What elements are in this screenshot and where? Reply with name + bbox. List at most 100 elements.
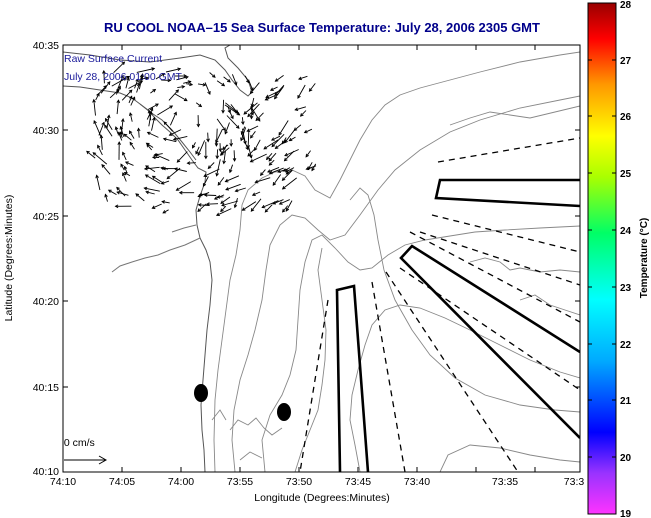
current-vector-head <box>213 196 218 200</box>
x-tick-label: 73:40 <box>404 476 430 488</box>
current-vector-head <box>95 174 99 179</box>
current-vector <box>250 82 260 94</box>
current-vector-head <box>129 95 133 100</box>
current-vector <box>234 197 238 208</box>
surface-current-vectors <box>86 61 317 216</box>
current-vector <box>199 193 207 196</box>
current-vector <box>124 172 131 177</box>
current-vector-head <box>177 67 182 72</box>
current-vector <box>242 201 257 211</box>
overlay-current-label: Raw Surface Current <box>64 53 162 65</box>
current-vector <box>282 205 289 213</box>
current-vector-head <box>220 200 224 204</box>
current-vector <box>304 128 313 134</box>
current-vector-head <box>207 165 212 170</box>
current-vector <box>282 177 297 190</box>
current-vector <box>272 199 284 205</box>
current-vector-head <box>101 163 105 168</box>
current-vector-head <box>103 85 108 89</box>
current-vector-head <box>249 90 254 95</box>
current-vector-head <box>285 207 290 212</box>
current-vector <box>271 135 281 141</box>
scale-arrow <box>64 455 108 465</box>
current-vector-head <box>297 94 301 99</box>
current-vector-head <box>234 188 239 193</box>
current-vector-head <box>249 154 253 159</box>
current-vector <box>176 76 189 81</box>
current-vector <box>222 99 225 113</box>
current-vector <box>250 131 256 139</box>
overlay-current-time: July 28, 2006 01:00 GMT <box>64 71 182 83</box>
current-vector <box>247 148 256 157</box>
current-vector <box>93 120 102 138</box>
current-vector-head <box>235 125 240 129</box>
current-vector <box>241 126 246 135</box>
current-vector-head <box>243 111 248 115</box>
current-vector <box>145 191 155 195</box>
current-vector-head <box>106 81 111 85</box>
current-vector-head <box>254 179 259 184</box>
current-vector <box>186 83 193 86</box>
current-vector-head <box>267 169 271 173</box>
y-tick-label: 40:15 <box>33 382 59 394</box>
current-vector <box>120 118 124 137</box>
x-tick-label: 74:00 <box>168 476 194 488</box>
current-vector <box>101 164 111 175</box>
current-vector-head <box>274 95 278 100</box>
current-vector <box>195 146 200 154</box>
current-vector-head <box>236 111 241 116</box>
current-vector <box>295 106 307 111</box>
y-tick-label: 40:20 <box>33 296 59 308</box>
current-vector-head <box>189 82 194 87</box>
current-vector <box>306 165 317 170</box>
x-tick-label: 73:35 <box>492 476 518 488</box>
current-vector <box>121 89 133 101</box>
current-vector <box>267 166 280 173</box>
colorbar <box>587 2 617 515</box>
current-vector-head <box>205 202 210 206</box>
current-vector-head <box>227 109 232 114</box>
colorbar-tick-label: 20 <box>620 453 632 464</box>
current-vector <box>173 135 188 141</box>
current-vector-head <box>228 169 233 174</box>
current-vector <box>146 142 154 148</box>
current-vector-head <box>195 150 199 155</box>
current-vector <box>92 152 108 165</box>
current-vector-head <box>215 212 220 216</box>
current-vector-head <box>160 166 165 171</box>
current-vector-head <box>192 144 196 149</box>
current-vector-head <box>229 142 233 147</box>
current-vector <box>283 167 291 172</box>
colorbar-title: Temperature (°C) <box>639 218 650 299</box>
current-vector <box>96 85 107 96</box>
current-vector-head <box>227 78 231 83</box>
current-vector-head <box>272 182 277 186</box>
current-vector-head <box>151 175 156 180</box>
current-vector-head <box>215 139 219 144</box>
current-vector-head <box>197 208 202 213</box>
current-vector-head <box>131 96 136 101</box>
current-vector-head <box>117 131 122 136</box>
current-vector <box>277 168 287 173</box>
current-vector-head <box>261 204 266 209</box>
current-vector <box>138 128 140 138</box>
current-vector-head <box>147 109 152 114</box>
current-vector-head <box>225 187 230 191</box>
current-vector-head <box>196 123 201 128</box>
current-vector-head <box>247 152 251 157</box>
current-vector-head <box>284 169 289 173</box>
current-vector <box>286 169 293 175</box>
current-vector-head <box>181 85 186 89</box>
current-vector-head <box>288 137 293 142</box>
current-vector <box>176 151 188 163</box>
current-vector-head <box>143 186 148 191</box>
current-vector-head <box>221 146 226 150</box>
y-axis-title: Latitude (Degrees:Minutes) <box>3 195 15 322</box>
current-vector <box>120 126 125 137</box>
current-vector <box>125 161 134 166</box>
current-vector-head <box>107 189 112 193</box>
colorbar-tick-label: 21 <box>620 396 632 407</box>
current-vector <box>243 102 258 115</box>
coastline-estuary <box>111 224 201 273</box>
current-vector <box>255 112 264 121</box>
